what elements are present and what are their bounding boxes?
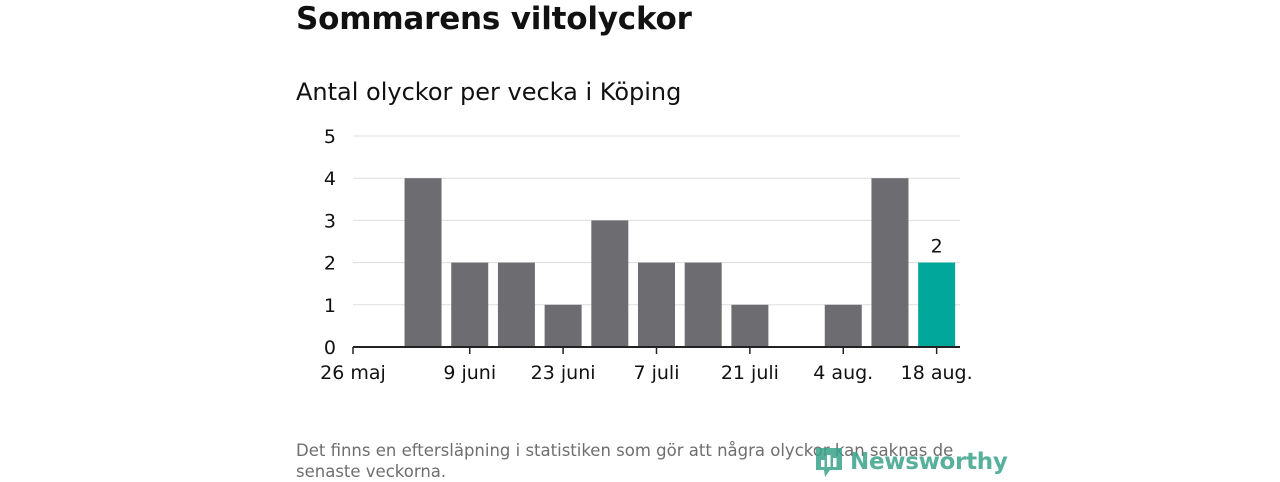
bar xyxy=(544,304,582,347)
bar xyxy=(451,262,489,347)
bar-chart: 0 1 2 3 4 5 2 26 maj 9 juni 23 juni 7 juli 21 jul… xyxy=(320,126,973,384)
data-labels: 2 xyxy=(931,236,943,258)
bar xyxy=(638,262,675,347)
bar xyxy=(404,178,442,347)
bar xyxy=(824,304,862,347)
data-label: 2 xyxy=(931,236,943,258)
y-axis-ticks: 0 1 2 3 4 5 xyxy=(324,126,336,359)
bar xyxy=(871,178,909,347)
bar xyxy=(731,304,769,347)
y-tick-label: 2 xyxy=(324,253,336,275)
y-tick-label: 3 xyxy=(324,210,336,232)
brand-name: Newsworthy xyxy=(850,449,1008,475)
bar xyxy=(684,262,722,347)
x-tick-label: 21 juli xyxy=(721,362,779,384)
x-tick-label: 4 aug. xyxy=(813,362,873,384)
chart-title: Sommarens viltolyckor xyxy=(296,1,692,37)
bar-highlight xyxy=(918,262,956,347)
bars xyxy=(404,178,956,347)
chart-subtitle: Antal olyckor per vecka i Köping xyxy=(296,78,682,106)
footnote: Det finns en eftersläpning i statistiken… xyxy=(296,441,954,481)
x-tick-label: 18 aug. xyxy=(901,362,973,384)
newsworthy-logo-icon xyxy=(816,448,842,477)
y-tick-label: 4 xyxy=(324,168,336,190)
x-tick-label: 7 juli xyxy=(633,362,679,384)
y-tick-label: 1 xyxy=(324,295,336,317)
newsworthy-logo: Newsworthy xyxy=(814,444,1008,480)
x-tick-label: 23 juni xyxy=(531,362,596,384)
x-axis: 26 maj 9 juni 23 juni 7 juli 21 juli 4 aug. 18… xyxy=(320,346,973,384)
y-tick-label: 5 xyxy=(324,126,336,148)
x-tick-label: 9 juni xyxy=(443,362,496,384)
y-tick-label: 0 xyxy=(324,337,336,359)
x-tick-label: 26 maj xyxy=(320,362,386,384)
bar xyxy=(591,220,629,347)
bar xyxy=(497,262,535,347)
